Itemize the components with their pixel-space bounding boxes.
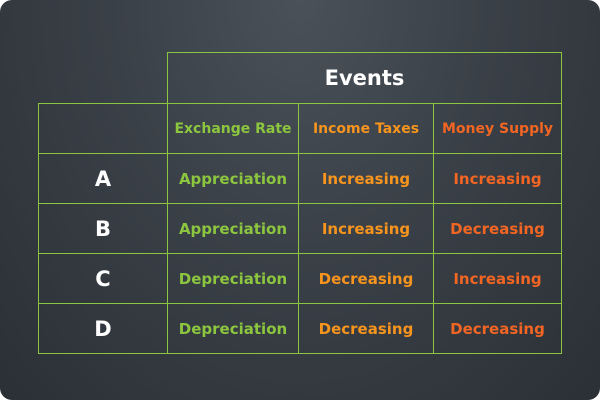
cell-b-income-taxes: Increasing bbox=[321, 219, 411, 238]
grid-line bbox=[38, 103, 39, 354]
grid-line bbox=[38, 303, 562, 304]
grid-line bbox=[38, 103, 562, 104]
row-label-a: A bbox=[94, 166, 112, 191]
cell-d-money-supply: Decreasing bbox=[450, 319, 545, 338]
cell-a-money-supply: Increasing bbox=[453, 169, 542, 188]
grid-line bbox=[167, 52, 168, 354]
grid-line bbox=[433, 103, 434, 354]
cell-b-exchange-rate: Appreciation bbox=[178, 219, 288, 238]
events-header: Events bbox=[324, 66, 405, 90]
row-label-b: B bbox=[94, 216, 111, 241]
column-header-money-supply: Money Supply bbox=[441, 120, 554, 137]
cell-b-money-supply: Decreasing bbox=[450, 219, 545, 238]
grid-line bbox=[38, 203, 562, 204]
grid-line bbox=[38, 353, 562, 354]
cell-d-exchange-rate: Depreciation bbox=[178, 319, 288, 338]
grid-line bbox=[298, 103, 299, 354]
row-label-c: C bbox=[95, 266, 111, 291]
cell-c-exchange-rate: Depreciation bbox=[178, 269, 288, 288]
grid-line bbox=[38, 153, 562, 154]
row-label-d: D bbox=[94, 316, 112, 341]
cell-c-income-taxes: Decreasing bbox=[318, 269, 414, 288]
column-header-exchange-rate: Exchange Rate bbox=[174, 120, 292, 137]
cell-d-income-taxes: Decreasing bbox=[318, 319, 414, 338]
cell-a-exchange-rate: Appreciation bbox=[178, 169, 288, 188]
cell-a-income-taxes: Increasing bbox=[321, 169, 411, 188]
grid-line bbox=[38, 253, 562, 254]
events-table: Events Exchange Rate Income Taxes Money … bbox=[38, 52, 562, 354]
grid-line bbox=[167, 52, 562, 53]
column-header-income-taxes: Income Taxes bbox=[312, 120, 420, 137]
cell-c-money-supply: Increasing bbox=[453, 269, 542, 288]
grid-line bbox=[561, 52, 562, 354]
